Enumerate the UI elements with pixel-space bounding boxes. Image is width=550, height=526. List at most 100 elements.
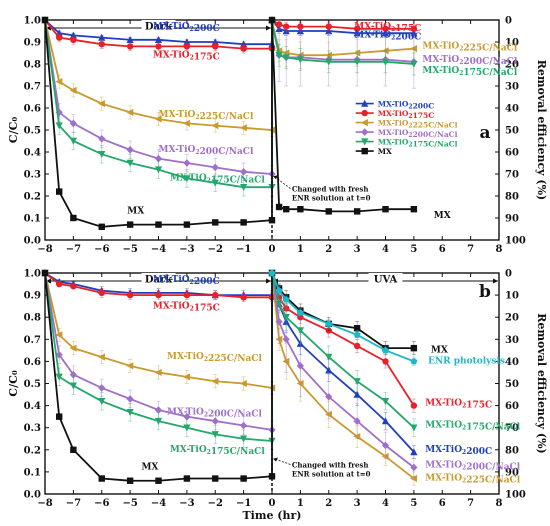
panel-a-series-mx-tio2175c-point (70, 36, 77, 43)
panel-a-series-mx-tio2175c-nacl-point (98, 151, 106, 158)
panel-b-y-tick-label: 0.2 (24, 445, 41, 456)
panel-a-x-tick-label: 6 (439, 244, 446, 255)
panel-a-x-tick-label: −2 (208, 244, 223, 255)
panel-a-y-tick-label-right: 70 (505, 170, 519, 181)
panel-a-series-mx-tio2225c-nacl-point (126, 108, 134, 116)
panel-a-legend-marker (361, 147, 368, 155)
panel-b-series-mx-tio2175c-point (70, 283, 77, 290)
panel-a-series-mx-tio2175c-nacl-point (325, 58, 333, 66)
panel-a-series-label-mx-tio2175c-nacl: MX-TiO2175C/NaCl (170, 174, 265, 186)
panel-a-series-mx-point (126, 221, 134, 228)
panel-b-series-mx-tio2225c-nacl-point (410, 474, 418, 483)
panel-a-x-tick-label: 7 (467, 244, 474, 255)
panel-b-series-label-mx-tio2200c: MX-TiO2200C (153, 275, 220, 287)
panel-b-x-tick-label: −8 (37, 498, 52, 509)
panel-b-y-tick-label: 0.9 (24, 291, 41, 302)
panel-b-series-mx-tio2200c-point (325, 366, 333, 374)
panel-b-y-tick-label-right: 60 (505, 401, 519, 412)
panel-a-series-mx-tio2175c-nacl-point (183, 175, 191, 183)
panel-a-series-mx-tio2225c-nacl-point (239, 124, 247, 132)
panel-a-series-mx-tio2200c-nacl-point (211, 163, 219, 172)
panel-a-y-tick-label: 0.3 (24, 170, 41, 181)
panel-b-series-mx-point (126, 477, 134, 484)
panel-a-legend-entry-mx-tio2175c-nacl (355, 138, 374, 146)
panel-b-region-dark-label: Dark (145, 275, 173, 286)
panel-b-x-tick-label: 3 (354, 498, 361, 509)
panel-b-series-label-mx-tio2175c-nacl: MX-TiO2175C/NaCl (425, 421, 520, 433)
panel-b-x-tick-label: −5 (122, 498, 137, 509)
panel-a-x-tick-label: −7 (66, 244, 81, 255)
panel-b-series-mx-tio2200c-nacl-point (211, 417, 219, 425)
panel-b-series-mx-tio2175c (41, 269, 418, 413)
panel-a-series-mx-tio2175c-nacl-point (282, 54, 290, 62)
panel-b-annotation-line-2: ENR solution at t=0 (292, 469, 371, 478)
panel-b-series-mx-tio2175c-nacl-line (44, 272, 415, 442)
panel-b-series-label-mx-tio2200c: MX-TiO2200C (425, 445, 492, 457)
panel-b-series-mx-tio2200c-nacl-point (353, 417, 361, 425)
panel-a-series-mx-tio2175c-point (183, 43, 191, 50)
panel-b-series-mx-line (44, 272, 414, 482)
panel-b-y-tick-label: 0.0 (24, 490, 41, 501)
panel-b-series-label-mx-tio2225c-nacl: MX-TiO2225C/NaCl (167, 352, 262, 364)
panel-b-y-tick-label-right: 10 (505, 291, 519, 302)
panel-b-series-mx-point (212, 475, 219, 482)
panel-b-series-mx-tio2175c-nacl-point (183, 424, 191, 432)
panel-b-x-tick-label: −2 (208, 498, 223, 509)
panel-a-series-mx-tio2175c-point (297, 23, 304, 30)
panel-a-series-mx-tio2200c-point (154, 36, 163, 43)
panel-a-series-mx-point (382, 206, 389, 213)
panel-a-series-mx-tio2175c-nacl-line (44, 19, 414, 189)
panel-b-series-mx-point (268, 473, 276, 480)
panel-b-series-label-mx: MX (431, 346, 448, 356)
panel-b-series-mx-tio2175c-point (382, 358, 389, 365)
panel-a-series-mx-point (240, 219, 247, 226)
panel-a-series-mx-tio2175c (41, 16, 418, 54)
panel-b-series-mx-tio2175c-nacl-point (296, 327, 304, 335)
panel-a-series-mx-point (353, 208, 361, 215)
panel-a-y-tick-label: 0.2 (24, 192, 41, 203)
panel-b-series-enr-photolysis-point (275, 286, 283, 294)
panel-b-series-enr-photolysis-point (381, 346, 390, 354)
panel-b-series-mx-tio2200c-nacl-point (126, 395, 134, 403)
panel-a-series-label-mx: MX (127, 207, 144, 217)
panel-b-series-mx-tio2200c-nacl-point (296, 362, 304, 370)
panel-b-series-label-mx-tio2225c-nacl: MX-TiO2225C/NaCl (425, 474, 520, 486)
panel-a-y-tick-label-right: 20 (505, 60, 519, 71)
panel-b-y-tick-label-right: 20 (505, 313, 519, 324)
panel-a-series-mx-tio2175c-nacl-point (296, 56, 304, 64)
panel-a-series-mx-tio2175c-nacl-point (211, 179, 219, 187)
panel-a-series-mx-tio2175c-line (44, 18, 414, 50)
panel-a-series-mx-point (268, 16, 276, 24)
panel-b-series-mx-tio2175c-point (240, 294, 247, 301)
panel-b-series-mx-tio2200c-point (353, 390, 361, 398)
panel-b-series-mx-tio2175c-point (410, 402, 418, 409)
panel-a-series-mx-point (325, 208, 332, 215)
panel-b-series-mx-tio2225c-nacl-point (154, 368, 162, 377)
panel-a-series-mx-tio2225c-nacl-line (44, 19, 414, 131)
panel-b-series-mx-point (98, 475, 105, 482)
panel-b-series-mx-tio2175c-nacl-point (353, 378, 361, 386)
panel-a-series-mx-tio2225c-nacl-point (154, 115, 162, 123)
panel-b-region-uva-label: UVA (374, 275, 398, 286)
panel-b-series-mx-tio2200c-nacl-point (240, 421, 248, 430)
panel-b-series-mx-point (240, 475, 247, 482)
panel-b-series-mx-tio2175c-nacl-point (98, 397, 106, 405)
panel-b-y-tick-label: 0.3 (24, 423, 41, 434)
panel-a-series-mx-tio2225c-nacl-point (69, 86, 77, 94)
panel-a-letter: a (479, 123, 490, 143)
panel-a-legend-label-mx-tio2175c: MX-TiO2175C (378, 109, 435, 120)
panel-a-series-mx-tio2175c-nacl-point (69, 137, 77, 145)
panel-a-series-mx-tio2175c-nacl-point (154, 166, 163, 174)
panel-a-x-tick-label: 2 (325, 244, 332, 255)
panel-a-series-label-mx-tio2200c-nacl: MX-TiO2200C/NaCl (422, 55, 517, 67)
panel-a-series-mx-point (98, 223, 105, 230)
panel-a-y-tick-label-right: 90 (505, 214, 519, 225)
panel-a-y-tick-label-right: 60 (505, 148, 519, 159)
panel-b-series-label-mx-tio2175c-nacl: MX-TiO2175C/NaCl (170, 445, 265, 457)
panel-b-y-axis-title: C/C₀ (7, 370, 20, 397)
panel-a-series-label-mx-tio2200c: MX-TiO2200C (354, 31, 421, 43)
panel-a-legend-marker (361, 99, 369, 107)
panel-b-series-label-mx-tio2175c: MX-TiO2175C (153, 301, 220, 313)
panel-b-y-tick-label-right: 30 (505, 335, 519, 346)
